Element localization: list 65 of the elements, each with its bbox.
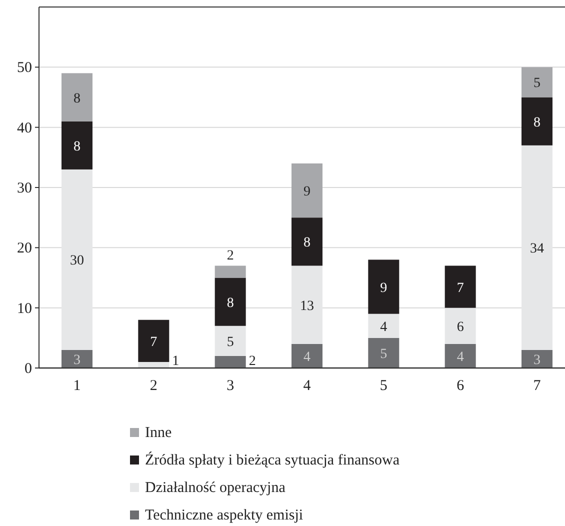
data-label: 2 [226,248,234,264]
data-label: 2 [248,354,256,369]
bar [522,145,552,350]
bar [292,344,322,368]
y-tick-label: 0 [24,361,32,377]
x-tick-label: 3 [226,378,234,394]
x-tick-label: 7 [533,378,542,394]
data-label: 5 [226,334,234,350]
data-label: 8 [534,115,540,130]
bar [214,356,246,368]
bar [292,218,322,266]
legend-label: Techniczne aspekty emisji [145,508,304,524]
y-tick-label: 30 [17,180,32,196]
bar [522,350,552,368]
bar [214,326,246,356]
bar [214,266,246,278]
legend-label: Działalność operacyjna [145,480,286,496]
data-label: 9 [380,280,388,296]
bar [292,266,322,344]
bar [444,344,476,368]
data-label: 5 [380,346,388,362]
bar [292,163,322,218]
legend-label: Źródła spłaty i bieżąca sytuacja finansowa [145,452,400,468]
x-tick-label: 5 [380,378,388,394]
bar [368,260,400,314]
data-label: 4 [380,320,388,335]
x-tick-label: 1 [73,378,81,394]
y-tick-label: 40 [17,120,32,136]
data-label: 30 [70,254,84,269]
legend-label: Inne [145,425,172,441]
data-label: 34 [530,242,544,257]
bar [62,73,92,122]
bar [522,67,552,98]
data-label: 4 [456,350,464,365]
bar [138,362,170,368]
data-label: 8 [304,236,310,251]
data-label: 3 [534,352,540,368]
bar [62,350,92,368]
data-label: 7 [150,334,158,350]
data-label: 7 [456,280,464,296]
x-tick-label: 6 [456,378,465,394]
x-tick-label: 4 [303,378,312,394]
bar [62,169,92,350]
data-label: 9 [304,184,310,200]
bar [522,97,552,146]
data-label: 8 [74,91,80,106]
bar [214,278,246,326]
data-label: 4 [304,350,310,365]
data-label: 6 [456,320,464,335]
y-tick-label: 20 [17,240,32,257]
data-label: 3 [74,352,80,368]
data-label: 8 [226,296,234,311]
x-tick-label: 2 [150,378,158,394]
data-label: 1 [172,354,180,369]
y-tick-label: 50 [17,60,32,76]
data-label: 13 [300,298,314,314]
bar [62,121,92,170]
data-label: 5 [534,76,540,92]
bar [444,308,476,344]
bar [368,338,400,368]
data-label: 8 [74,139,80,154]
bar [138,320,170,362]
bar [368,314,400,338]
y-tick-label: 10 [17,300,32,317]
bar [444,266,476,308]
